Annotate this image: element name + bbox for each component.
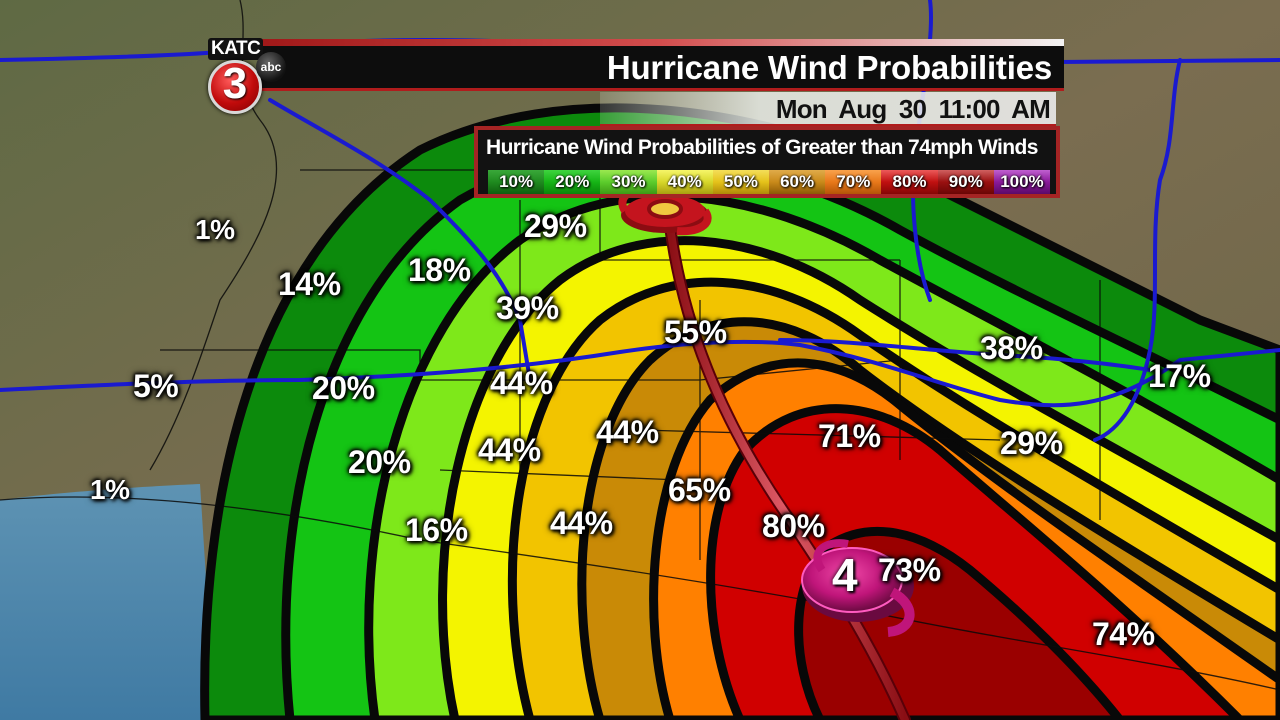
probability-label: 44% — [550, 505, 613, 541]
probability-label: 80% — [762, 508, 825, 544]
datetime-bar: Mon Aug 30 11:00 AM — [600, 92, 1056, 127]
probability-label: 17% — [1148, 358, 1211, 394]
probability-label: 71% — [818, 418, 881, 454]
probability-label: 1% — [90, 474, 130, 505]
channel-number: 3 — [222, 59, 248, 108]
legend-scale: 10% 20% 30% 40% 50% 60% 70% 80% 90% 100% — [488, 170, 1051, 194]
station-logo: KATC 3 abc — [204, 38, 286, 114]
probability-label: 73% — [878, 552, 941, 588]
title-bar: Hurricane Wind Probabilities — [258, 39, 1064, 91]
datetime-underline — [600, 124, 1056, 127]
storm-track — [662, 204, 911, 720]
probability-label: 44% — [490, 365, 553, 401]
legend-title: Hurricane Wind Probabilities of Greater … — [486, 136, 1038, 159]
title-bottom-stripe — [258, 88, 1064, 91]
legend-panel: Hurricane Wind Probabilities of Greater … — [474, 126, 1060, 198]
legend-swatch: 20% — [544, 170, 601, 194]
page-title: Hurricane Wind Probabilities — [606, 49, 1052, 86]
title-top-stripe — [258, 39, 1064, 46]
storm-category: 4 — [832, 549, 858, 601]
probability-label: 14% — [278, 266, 341, 302]
channel-badge: 3 — [208, 59, 262, 114]
probability-label: 20% — [312, 370, 375, 406]
probability-label: 44% — [478, 432, 541, 468]
probability-label: 65% — [668, 472, 731, 508]
legend-swatch: 50% — [712, 170, 770, 194]
probability-label: 39% — [496, 290, 559, 326]
title-panel: Hurricane Wind Probabilities — [258, 46, 1064, 88]
probability-label: 29% — [1000, 425, 1063, 461]
legend-swatch: 90% — [937, 170, 994, 194]
probability-label: 20% — [348, 444, 411, 480]
probability-label: 74% — [1092, 616, 1155, 652]
boundaries — [0, 0, 1280, 691]
probability-label: 55% — [664, 314, 727, 350]
legend-swatch: 40% — [656, 170, 713, 194]
probability-label: 44% — [596, 414, 659, 450]
probability-label: 16% — [405, 512, 468, 548]
legend-swatch: 100% — [993, 170, 1051, 194]
legend-swatch: 80% — [881, 170, 938, 194]
legend-swatch: 70% — [825, 170, 882, 194]
network-logo: abc — [256, 52, 286, 82]
probability-label: 29% — [524, 208, 587, 244]
gulf-water — [0, 484, 215, 720]
legend-swatch: 30% — [600, 170, 657, 194]
probability-label: 5% — [133, 368, 179, 404]
current-hurricane-icon — [801, 539, 915, 637]
probability-bands — [200, 103, 1280, 720]
forecast-hurricane-icon — [618, 184, 712, 236]
probability-label: 18% — [408, 252, 471, 288]
datetime-text: Mon Aug 30 11:00 AM — [775, 94, 1051, 124]
call-letters: KATC — [208, 38, 264, 60]
legend-swatch: 60% — [769, 170, 826, 194]
probability-label: 38% — [980, 330, 1043, 366]
legend-swatch: 10% — [488, 170, 545, 194]
probability-label: 1% — [195, 214, 235, 245]
